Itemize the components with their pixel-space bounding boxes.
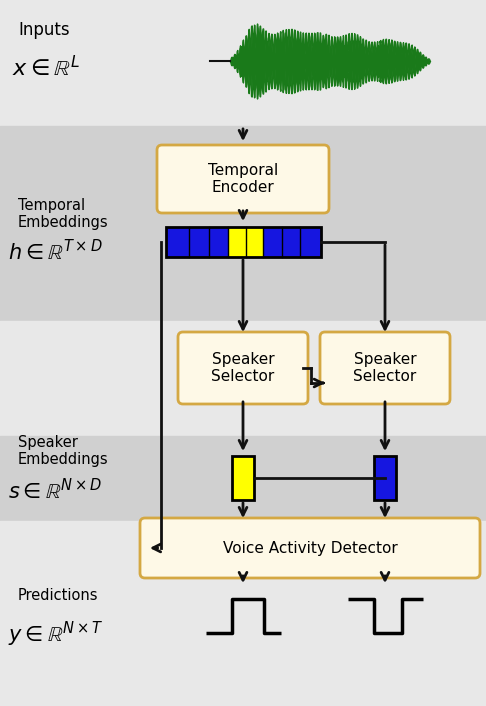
- Bar: [166, 227, 189, 257]
- Text: Voice Activity Detector: Voice Activity Detector: [223, 541, 398, 556]
- Text: Temporal
Embeddings: Temporal Embeddings: [18, 198, 109, 230]
- Text: Speaker
Embeddings: Speaker Embeddings: [18, 435, 109, 467]
- Bar: [166, 227, 320, 257]
- Bar: [189, 227, 209, 257]
- Text: Speaker
Selector: Speaker Selector: [211, 352, 275, 384]
- Bar: [227, 227, 246, 257]
- Text: $y \in \mathbb{R}^{N \times T}$: $y \in \mathbb{R}^{N \times T}$: [8, 619, 104, 649]
- Text: Speaker
Selector: Speaker Selector: [353, 352, 417, 384]
- Bar: [282, 227, 300, 257]
- Bar: [209, 227, 227, 257]
- Bar: [246, 227, 263, 257]
- FancyBboxPatch shape: [157, 145, 329, 213]
- FancyBboxPatch shape: [140, 518, 480, 578]
- Text: Temporal
Encoder: Temporal Encoder: [208, 163, 278, 195]
- Text: $h \in \mathbb{R}^{T \times D}$: $h \in \mathbb{R}^{T \times D}$: [8, 239, 103, 265]
- Bar: [300, 227, 320, 257]
- Text: $s \in \mathbb{R}^{N \times D}$: $s \in \mathbb{R}^{N \times D}$: [8, 479, 102, 503]
- Bar: [374, 456, 396, 500]
- Text: $x \in \mathbb{R}^L$: $x \in \mathbb{R}^L$: [12, 55, 80, 80]
- Bar: [232, 456, 254, 500]
- Bar: [263, 227, 282, 257]
- Text: Inputs: Inputs: [18, 21, 69, 39]
- FancyBboxPatch shape: [178, 332, 308, 404]
- FancyBboxPatch shape: [320, 332, 450, 404]
- Text: Predictions: Predictions: [18, 589, 99, 604]
